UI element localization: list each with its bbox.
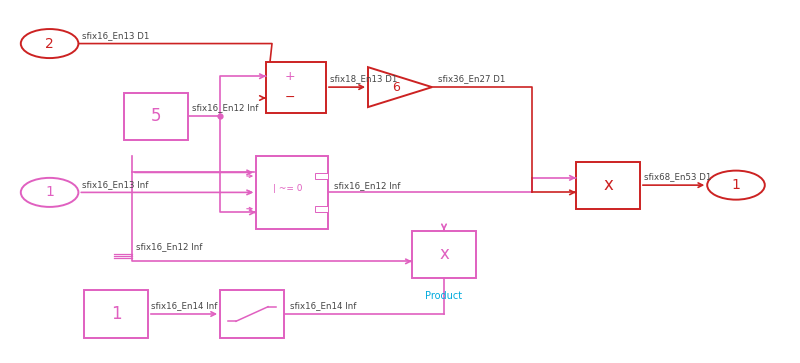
Text: sfix16_En14 Inf: sfix16_En14 Inf <box>151 301 217 310</box>
Text: | ~= 0: | ~= 0 <box>274 184 302 192</box>
Text: sfix68_En53 D1: sfix68_En53 D1 <box>644 172 711 182</box>
Text: 2: 2 <box>46 37 54 50</box>
Bar <box>412 231 476 278</box>
Bar <box>220 290 284 338</box>
Text: sfix16_En13 D1: sfix16_En13 D1 <box>82 31 150 40</box>
Ellipse shape <box>21 178 78 207</box>
Text: sfix16_En13 Inf: sfix16_En13 Inf <box>82 180 149 189</box>
Text: 1: 1 <box>110 305 122 323</box>
Text: 6: 6 <box>392 81 400 94</box>
Bar <box>576 162 640 209</box>
Text: sfix18_En13 D1: sfix18_En13 D1 <box>330 74 398 83</box>
Text: x: x <box>603 176 613 194</box>
Bar <box>124 93 188 140</box>
Bar <box>315 173 328 179</box>
Text: sfix16_En12 Inf: sfix16_En12 Inf <box>192 103 258 113</box>
Text: 1: 1 <box>45 185 54 199</box>
Text: sfix16_En14 Inf: sfix16_En14 Inf <box>290 301 357 310</box>
Bar <box>266 62 326 113</box>
Text: 1: 1 <box>731 178 741 192</box>
Text: sfix16_En12 Inf: sfix16_En12 Inf <box>334 182 401 191</box>
Bar <box>256 156 328 229</box>
Polygon shape <box>368 67 432 107</box>
Text: Product: Product <box>426 291 462 302</box>
Text: −: − <box>284 91 295 104</box>
Bar <box>315 206 328 212</box>
Text: sfix16_En12 Inf: sfix16_En12 Inf <box>136 242 202 252</box>
Text: x: x <box>439 245 449 263</box>
Text: sfix36_En27 D1: sfix36_En27 D1 <box>438 74 506 83</box>
Ellipse shape <box>21 29 78 58</box>
Ellipse shape <box>707 171 765 200</box>
Text: +: + <box>284 70 295 83</box>
Text: 5: 5 <box>150 107 162 125</box>
Bar <box>84 290 148 338</box>
